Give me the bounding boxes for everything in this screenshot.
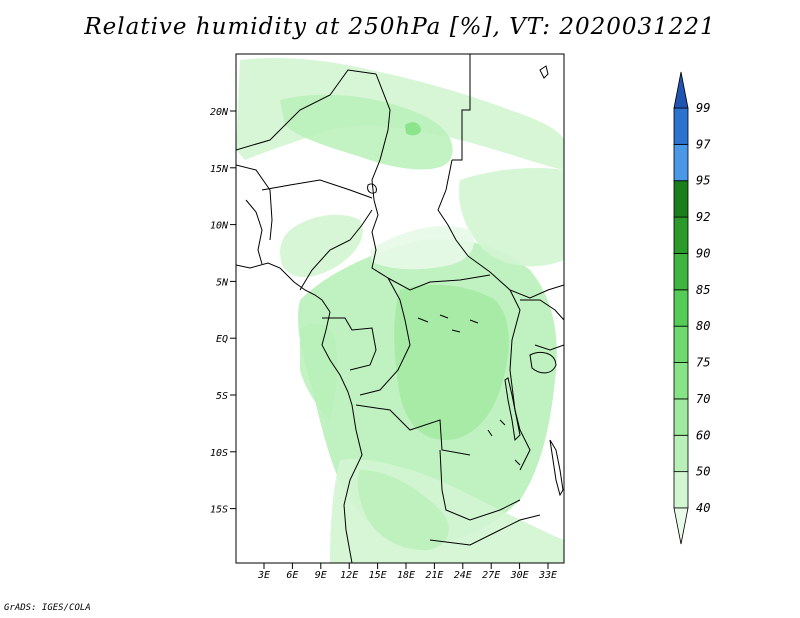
humidity-patch-northeast bbox=[459, 168, 564, 267]
border-nigeria-cameroon bbox=[299, 209, 373, 291]
coastline-west-africa bbox=[236, 262, 331, 313]
border-sudan-chad bbox=[437, 159, 469, 257]
colorbar-segment bbox=[673, 471, 689, 509]
lat-tick-label: 10N bbox=[210, 221, 229, 232]
colorbar-level-label: 97 bbox=[696, 137, 711, 151]
border-drc-north bbox=[359, 299, 411, 396]
humidity-patch-west bbox=[280, 214, 363, 277]
colorbar-segment bbox=[673, 180, 689, 218]
colorbar-level-label: 50 bbox=[696, 465, 710, 479]
grads-credit: GrADS: IGES/COLA bbox=[4, 603, 91, 613]
border-libya-egypt bbox=[452, 54, 471, 161]
humidity-patch-central-inner bbox=[394, 284, 509, 440]
lon-tick-label: 6E bbox=[286, 570, 298, 581]
lon-tick-label: 3E bbox=[257, 570, 270, 581]
colorbar: 40 50 60 70 75 80 85 90 92 95 97 99 bbox=[673, 71, 711, 545]
lon-tick-label: 21E bbox=[425, 570, 443, 581]
colorbar-level-label: 85 bbox=[696, 283, 710, 297]
colorbar-level-label: 90 bbox=[696, 246, 710, 260]
lat-tick-label: 15S bbox=[210, 505, 228, 516]
country-borders bbox=[236, 54, 564, 563]
colorbar-segment bbox=[673, 398, 689, 436]
colorbar-segment bbox=[673, 143, 689, 182]
lon-tick-label: 30E bbox=[510, 570, 529, 581]
colorbar-segment bbox=[673, 434, 689, 473]
humidity-field bbox=[236, 58, 564, 563]
colorbar-level-label: 92 bbox=[696, 210, 710, 224]
lat-tick-label: 5S bbox=[216, 391, 228, 402]
colorbar-level-label: 40 bbox=[696, 501, 710, 515]
border-libya-chad bbox=[371, 73, 391, 201]
border-ethiopia bbox=[520, 299, 564, 321]
border-kenya-uganda bbox=[534, 344, 564, 351]
colorbar-segment bbox=[673, 289, 689, 327]
border-gabon-congo bbox=[322, 317, 377, 371]
colorbar-level-label: 99 bbox=[696, 101, 710, 115]
map-title: Relative humidity at 250hPa [%], VT: 202… bbox=[84, 14, 716, 40]
coastline-central-africa bbox=[321, 311, 363, 563]
lake-malawi bbox=[549, 439, 564, 497]
border-ghana-togo bbox=[245, 199, 263, 265]
colorbar-segment bbox=[673, 107, 689, 145]
lat-tick-label: 10S bbox=[210, 448, 228, 459]
lat-tick-label: 20N bbox=[210, 107, 229, 118]
latitude-axis: 20N 15N 10N 5N EQ 5S 10S 15S bbox=[210, 107, 236, 516]
river-congo-2 bbox=[487, 419, 521, 466]
colorbar-level-label: 60 bbox=[696, 428, 710, 442]
humidity-patch-coast bbox=[300, 323, 338, 420]
lat-tick-label: EQ bbox=[216, 334, 228, 345]
colorbar-segment bbox=[673, 362, 689, 400]
colorbar-lower-arrow bbox=[673, 507, 689, 545]
border-mali bbox=[236, 164, 273, 241]
colorbar-level-label: 75 bbox=[696, 356, 710, 370]
border-nigeria-niger bbox=[261, 179, 373, 199]
lake-chad bbox=[367, 183, 377, 194]
border-algeria-niger bbox=[236, 69, 377, 151]
lon-tick-label: 24E bbox=[454, 570, 472, 581]
colorbar-segment bbox=[673, 325, 689, 363]
colorbar-level-label: 95 bbox=[696, 174, 710, 188]
map-frame bbox=[235, 53, 565, 564]
longitude-axis: 3E 6E 9E 12E 15E 18E 21E 24E 27E 30E 33E bbox=[257, 563, 557, 581]
border-sudan-southsudan bbox=[467, 255, 564, 299]
lon-tick-label: 33E bbox=[538, 570, 557, 581]
border-car-south bbox=[387, 274, 491, 291]
border-angola-zambia bbox=[439, 449, 521, 521]
coast-northeast-island bbox=[539, 65, 549, 79]
border-drc-east bbox=[509, 289, 531, 471]
colorbar-level-label: 80 bbox=[696, 319, 710, 333]
lon-tick-label: 27E bbox=[482, 570, 500, 581]
colorbar-upper-arrow bbox=[673, 71, 689, 109]
lat-tick-label: 5N bbox=[216, 277, 229, 288]
humidity-patch-sahara bbox=[280, 94, 453, 170]
lon-tick-label: 15E bbox=[369, 570, 387, 581]
lake-victoria bbox=[529, 352, 557, 374]
river-congo-1 bbox=[417, 314, 479, 333]
lon-tick-label: 18E bbox=[397, 570, 415, 581]
lon-tick-label: 12E bbox=[340, 570, 358, 581]
colorbar-level-label: 70 bbox=[696, 392, 710, 406]
colorbar-segment bbox=[673, 216, 689, 254]
lake-tanganyika bbox=[504, 377, 521, 442]
humidity-patch-sahel bbox=[370, 226, 474, 270]
border-zambia-south bbox=[429, 514, 541, 546]
border-angola-drc bbox=[355, 404, 471, 456]
lat-tick-label: 15N bbox=[210, 164, 229, 175]
humidity-patch-peak bbox=[405, 122, 421, 136]
colorbar-segment bbox=[673, 253, 689, 291]
humidity-patch-south-inner bbox=[357, 470, 449, 551]
lon-tick-label: 9E bbox=[315, 570, 327, 581]
